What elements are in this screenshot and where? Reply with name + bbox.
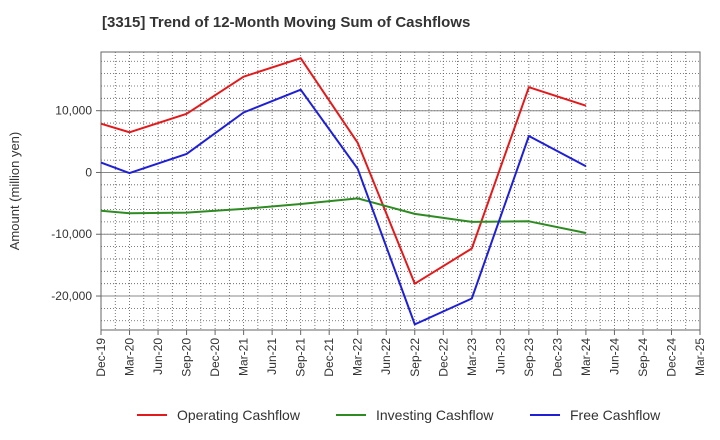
x-tick-label: Jun-22 [379, 338, 393, 375]
legend-item-free: Free Cashflow [530, 404, 660, 426]
y-axis-label: Amount (million yen) [7, 132, 22, 251]
plot-frame [100, 51, 701, 331]
x-tick-label: Mar-25 [693, 338, 707, 376]
legend-swatch-investing [336, 414, 366, 416]
x-tick-label: Sep-24 [636, 338, 650, 377]
legend-swatch-operating [137, 414, 167, 416]
legend-label-investing: Investing Cashflow [376, 407, 494, 423]
series-line-operating-cashflow [100, 57, 587, 285]
x-tick-label: Sep-23 [522, 338, 536, 377]
x-tick-label: Jun-24 [607, 338, 621, 375]
chart-title: [3315] Trend of 12-Month Moving Sum of C… [102, 14, 471, 31]
x-tick-label: Jun-23 [493, 338, 507, 375]
x-tick-label: Jun-20 [151, 338, 165, 375]
series-layer [100, 57, 587, 326]
x-tick-label: Dec-19 [94, 338, 108, 377]
axis-layer: 10,000 0 -10,000 -20,000 Dec-19 Mar-20 Jun-20 S… [51, 51, 707, 377]
x-tick-label: Sep-21 [294, 338, 308, 377]
y-tick-label: -20,000 [51, 289, 92, 303]
legend-item-operating: Operating Cashflow [137, 404, 300, 426]
y-tick-label: -10,000 [51, 227, 92, 241]
x-tick-label: Dec-23 [550, 338, 564, 377]
legend-swatch-free [530, 414, 560, 416]
x-tick-label: Dec-22 [436, 338, 450, 377]
x-tick-label: Jun-21 [265, 338, 279, 375]
legend-label-free: Free Cashflow [570, 407, 661, 423]
series-line-investing-cashflow [100, 197, 587, 234]
x-tick-label: Dec-21 [322, 338, 336, 377]
x-tick-label: Mar-20 [123, 338, 137, 376]
x-tick-label: Dec-20 [208, 338, 222, 377]
y-tick-label: 10,000 [55, 104, 92, 118]
x-tick-label: Sep-20 [180, 338, 194, 377]
legend-label-operating: Operating Cashflow [177, 407, 300, 423]
x-tick-label: Mar-24 [579, 338, 593, 376]
x-tick-label: Mar-23 [465, 338, 479, 376]
grid-layer [100, 52, 701, 330]
legend: Operating Cashflow Investing Cashflow Fr… [0, 404, 720, 426]
x-tick-label: Mar-22 [351, 338, 365, 376]
series-line-free-cashflow [100, 88, 587, 326]
y-tick-label: 0 [85, 165, 92, 179]
x-tick-label: Mar-21 [237, 338, 251, 376]
x-tick-label: Dec-24 [664, 338, 678, 377]
legend-item-investing: Investing Cashflow [336, 404, 494, 426]
x-tick-label: Sep-22 [408, 338, 422, 377]
